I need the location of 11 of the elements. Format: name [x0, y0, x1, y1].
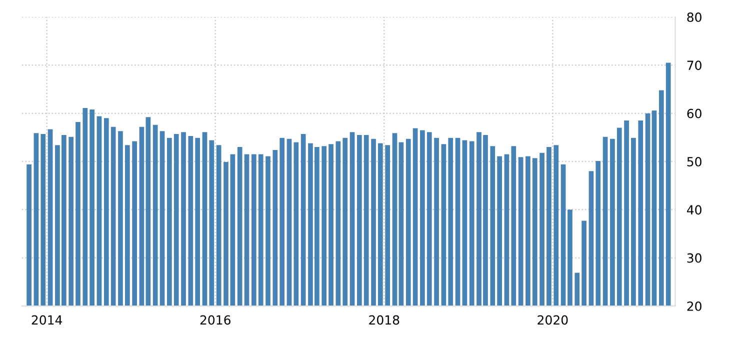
x-tick-label: 2016 — [200, 315, 230, 325]
y-tick-label: 70 — [687, 60, 702, 70]
y-tick-label: 50 — [687, 156, 702, 166]
x-tick-label: 2020 — [538, 315, 568, 325]
x-tick-label: 2014 — [32, 315, 62, 325]
y-tick-label: 80 — [687, 12, 702, 22]
y-tick-label: 60 — [687, 108, 702, 118]
x-tick-label: 2018 — [369, 315, 400, 325]
y-tick-label: 30 — [687, 253, 702, 263]
y-tick-label: 40 — [686, 205, 702, 215]
y-tick-label: 20 — [687, 301, 702, 311]
